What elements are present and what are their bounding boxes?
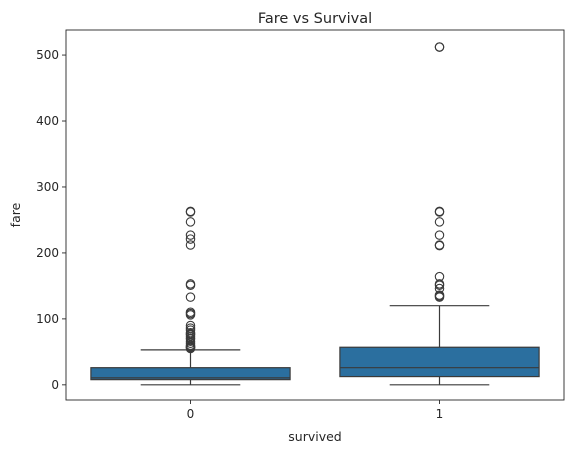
outlier-point xyxy=(434,217,445,227)
outlier-point xyxy=(185,320,196,331)
outlier-point xyxy=(185,206,196,217)
outlier-point xyxy=(434,230,445,240)
y-axis: 0 100 200 300 400 500 xyxy=(36,48,66,392)
outlier-point xyxy=(185,279,196,289)
y-tick-label: 200 xyxy=(36,246,59,260)
outlier-point xyxy=(185,323,196,333)
chart-title: Fare vs Survival xyxy=(258,11,372,27)
box-iqr xyxy=(90,367,291,381)
outlier-point xyxy=(434,283,445,294)
plot-frame xyxy=(65,29,565,401)
outlier-point xyxy=(434,290,445,300)
outlier-point xyxy=(185,240,196,250)
y-tick-label: 300 xyxy=(36,180,59,194)
outlier-point xyxy=(185,307,196,318)
y-tick-label: 0 xyxy=(51,378,59,392)
outlier-point xyxy=(185,234,196,244)
x-tick-label: 0 xyxy=(187,407,195,421)
outlier-point xyxy=(185,292,196,302)
outlier-point xyxy=(185,230,196,240)
y-tick-label: 100 xyxy=(36,312,59,326)
box-iqr xyxy=(339,346,540,378)
box-group-1 xyxy=(339,42,540,386)
y-axis-label: fare xyxy=(8,202,23,227)
plot-area xyxy=(90,42,540,386)
outlier-point xyxy=(434,240,445,250)
outlier-point xyxy=(434,42,445,52)
x-tick-label: 1 xyxy=(436,407,444,421)
outlier-point xyxy=(434,206,445,217)
x-axis-label: survived xyxy=(288,429,341,444)
outlier-point xyxy=(434,279,445,289)
outlier-point xyxy=(185,217,196,227)
outlier-point xyxy=(185,327,196,338)
y-tick-label: 500 xyxy=(36,48,59,62)
box-group-0 xyxy=(90,206,291,386)
outlier-point xyxy=(434,271,445,282)
y-tick-label: 400 xyxy=(36,114,59,128)
